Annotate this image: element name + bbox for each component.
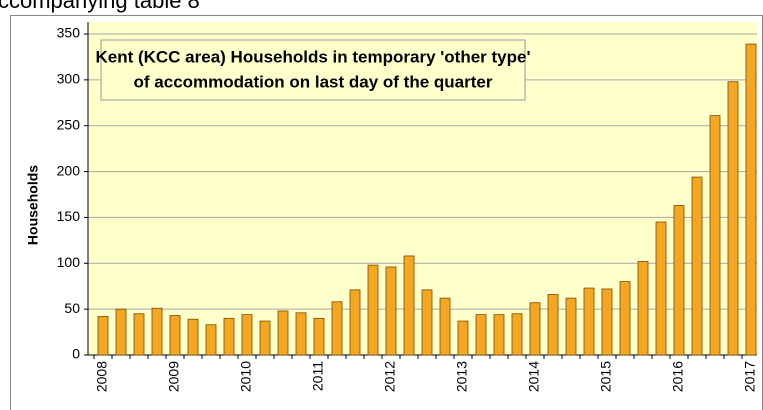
y-tick-label: 50 <box>64 300 80 316</box>
y-tick-label: 250 <box>57 116 81 132</box>
x-tick-label: 2015 <box>598 361 614 392</box>
bar <box>187 318 199 356</box>
x-tick-label: 2017 <box>742 361 758 392</box>
bar <box>457 320 469 356</box>
bar <box>601 288 613 356</box>
y-tick-label: 300 <box>57 71 81 87</box>
bar <box>547 294 559 356</box>
x-tick-label: 2014 <box>526 361 542 392</box>
bar <box>565 297 577 356</box>
bar <box>475 314 487 356</box>
bar <box>529 302 541 356</box>
y-tick-label: 350 <box>57 25 81 41</box>
bar <box>133 313 145 356</box>
x-tick-label: 2010 <box>238 361 254 392</box>
title-box <box>100 39 526 101</box>
y-tick-label: 150 <box>57 208 81 224</box>
bar <box>403 255 415 356</box>
y-tick-label: 0 <box>72 346 80 362</box>
bar <box>259 320 271 356</box>
bar <box>637 261 649 356</box>
bar <box>439 297 451 356</box>
bar <box>691 176 703 356</box>
bar <box>97 316 109 356</box>
bar <box>421 289 433 356</box>
x-tick-label: 2008 <box>94 361 110 392</box>
bar <box>223 317 235 356</box>
y-tick-label: 100 <box>57 254 81 270</box>
bar <box>205 324 217 356</box>
bar <box>367 264 379 356</box>
x-tick-label: 2016 <box>670 361 686 392</box>
bar <box>313 317 325 356</box>
bar <box>583 287 595 356</box>
x-tick-label: 2013 <box>454 361 470 392</box>
bar <box>349 289 361 356</box>
bar <box>241 314 253 356</box>
bar <box>709 115 721 356</box>
bar <box>331 301 343 356</box>
y-axis-label: Households <box>25 165 41 245</box>
bar <box>673 205 685 356</box>
bar <box>385 266 397 356</box>
bar <box>493 314 505 356</box>
bar <box>511 313 523 356</box>
bar <box>727 81 739 356</box>
bar <box>745 43 757 356</box>
bar <box>295 312 307 356</box>
x-tick-label: 2012 <box>382 361 398 392</box>
chart-title: of accommodation on last day of the quar… <box>134 72 493 91</box>
x-tick-label: 2009 <box>166 361 182 392</box>
chart-title: Kent (KCC area) Households in temporary … <box>95 47 530 66</box>
y-tick-label: 200 <box>57 162 81 178</box>
bar <box>151 307 163 356</box>
header-text: ccompanying table 8 <box>0 0 200 13</box>
bar <box>115 308 127 356</box>
bar <box>169 315 181 356</box>
bar <box>277 310 289 356</box>
bar <box>655 221 667 356</box>
bar <box>619 281 631 356</box>
x-tick-label: 2011 <box>310 361 326 391</box>
